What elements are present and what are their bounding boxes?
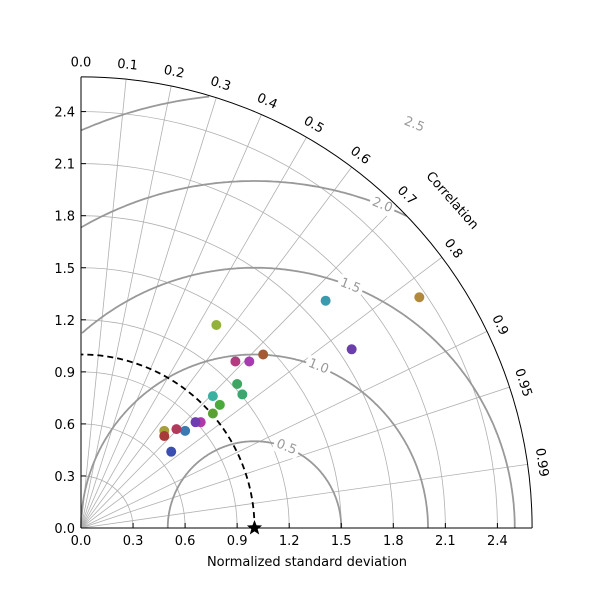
rmsd-label-bg: [335, 273, 366, 299]
x-tick-label: 1.8: [383, 534, 404, 549]
rmsd-label: 2.0: [370, 195, 395, 217]
x-tick-label: 1.5: [331, 534, 352, 549]
data-point: [258, 349, 269, 360]
data-point: [166, 446, 177, 457]
data-point: [244, 356, 255, 367]
x-tick-label: 0.6: [175, 534, 196, 549]
x-tick-label: 2.4: [487, 534, 508, 549]
data-point: [211, 320, 222, 331]
rmsd-contour: [81, 95, 210, 132]
outer-arc: [80, 76, 533, 529]
reference-arc: [80, 353, 263, 535]
rmsd-label: 1.5: [338, 275, 363, 297]
y-tick-label: 1.5: [54, 262, 75, 277]
data-points: [159, 292, 425, 457]
rmsd-contour: [166, 440, 343, 529]
y-tick-label: 0.6: [54, 418, 75, 433]
rmsd-contours: 0.5 1.0 1.5 2.0 2.5: [80, 95, 516, 529]
correlation-gridline: [80, 114, 262, 529]
std-gridline: [80, 111, 498, 529]
y-tick-label: 0.3: [54, 470, 75, 485]
data-point: [320, 295, 331, 306]
std-gridline: [80, 423, 186, 529]
y-tick-label: 2.1: [54, 158, 75, 173]
correlation-tick-label: 0.4: [255, 91, 280, 113]
data-point: [346, 344, 357, 355]
correlation-gridline: [80, 166, 352, 529]
std-gridline: [80, 163, 446, 529]
std-gridline: [80, 215, 394, 529]
reference-star: [246, 520, 263, 535]
correlation-tick-label: 0.6: [347, 144, 373, 168]
std-gridline: [80, 267, 342, 529]
correlation-tick-label: 0.8: [441, 236, 465, 262]
reference-std-arc: [80, 353, 256, 529]
correlation-gridline: [80, 257, 443, 529]
correlation-tick-label: 0.7: [394, 183, 419, 208]
x-tick-label: 1.2: [279, 534, 300, 549]
correlation-tick-label: 0.0: [71, 55, 92, 70]
data-point: [180, 425, 191, 436]
data-point: [214, 399, 225, 410]
y-tick-label: 0.0: [54, 522, 75, 537]
correlation-gridline: [80, 97, 217, 529]
correlation-axis-label: Correlation: [423, 169, 482, 233]
rmsd-contour: [80, 353, 429, 528]
rmsd-contour: [81, 266, 516, 529]
correlation-tick-label: 0.9: [488, 313, 511, 338]
rmsd-contour: [80, 180, 407, 229]
data-point: [159, 431, 170, 442]
rmsd-label-bg: [303, 354, 334, 379]
x-axis-label: Normalized standard deviation: [207, 555, 407, 570]
data-point: [207, 408, 218, 419]
correlation-gridline: [80, 463, 528, 529]
data-point: [207, 391, 218, 402]
data-point: [230, 356, 241, 367]
correlation-gridline: [80, 137, 307, 529]
data-point: [232, 378, 243, 389]
correlation-gridline: [80, 331, 488, 529]
correlation-tick-label: 0.1: [116, 57, 138, 74]
y-tick-label: 1.2: [54, 314, 75, 329]
correlation-gridline: [80, 205, 398, 529]
x-tick-label: 0.9: [227, 534, 248, 549]
correlation-tick-label: 0.99: [532, 447, 551, 478]
rmsd-label: 0.5: [274, 437, 299, 459]
x-tick-label: 2.1: [435, 534, 456, 549]
correlation-tick-label: 0.3: [208, 74, 232, 95]
y-tick-label: 1.8: [54, 210, 75, 225]
correlation-tick-label: 0.95: [511, 367, 534, 399]
y-tick-label: 2.4: [54, 106, 75, 121]
x-tick-label: 0.0: [71, 534, 92, 549]
correlation-grid: [80, 79, 528, 529]
axes-frame: [80, 76, 533, 529]
data-point: [237, 389, 248, 400]
std-arcs: [80, 111, 498, 529]
std-gridline: [80, 475, 134, 529]
std-gridline: [80, 319, 290, 529]
correlation-tick-label: 0.5: [301, 114, 326, 137]
rmsd-label-bg: [367, 193, 398, 218]
rmsd-label: 2.5: [402, 114, 427, 136]
rmsd-label-bg: [399, 112, 430, 137]
std-gridline: [80, 371, 238, 529]
rmsd-label: 1.0: [306, 356, 331, 378]
data-point: [171, 424, 182, 435]
x-tick-label: 0.3: [123, 534, 144, 549]
correlation-gridline: [80, 79, 127, 529]
data-point: [414, 292, 425, 303]
rmsd-label-bg: [271, 435, 302, 460]
correlation-tick-label: 0.2: [162, 63, 185, 82]
y-tick-label: 0.9: [54, 366, 75, 381]
data-point: [190, 417, 201, 428]
correlation-gridline: [80, 85, 172, 529]
